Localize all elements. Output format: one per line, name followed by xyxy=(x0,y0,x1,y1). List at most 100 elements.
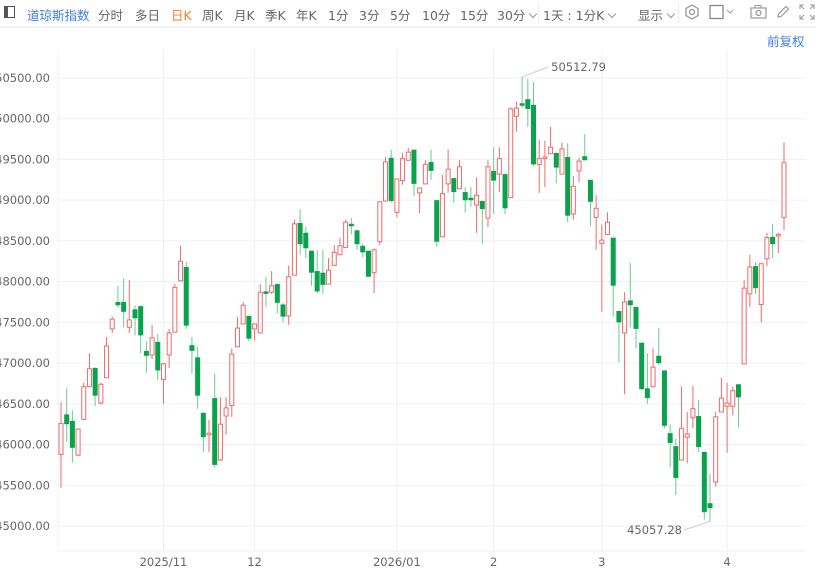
display-dropdown[interactable]: 显示 xyxy=(638,5,676,24)
camera-icon[interactable] xyxy=(750,4,767,20)
candle-body xyxy=(143,350,149,356)
candle-body xyxy=(474,194,480,206)
candle-up xyxy=(650,348,656,388)
candle-body xyxy=(593,207,599,218)
candle-up xyxy=(104,337,110,379)
candle-body xyxy=(297,222,303,245)
index-title[interactable]: 道琼斯指数 xyxy=(27,8,90,23)
candle-body xyxy=(679,427,685,461)
candle-body xyxy=(735,384,741,398)
range-select[interactable]: 1天 : 1分K xyxy=(543,5,617,24)
candle-body xyxy=(360,245,366,253)
candle-down xyxy=(707,473,713,522)
candle-down xyxy=(69,410,75,463)
candle-body xyxy=(565,157,571,216)
tab-period-1min[interactable]: 1分 xyxy=(328,8,349,23)
candle-up xyxy=(536,139,542,193)
candle-body xyxy=(713,416,719,483)
y-tick-label: 49500.00 xyxy=(0,152,50,166)
x-tick-label: 2 xyxy=(490,555,497,569)
candle-up xyxy=(605,212,611,235)
candle-up xyxy=(58,402,64,488)
candle-body xyxy=(542,156,548,160)
candle-up xyxy=(382,157,388,202)
tab-period-daily-k[interactable]: 日K xyxy=(171,8,192,23)
candle-down xyxy=(143,341,149,373)
tab-period-10min[interactable]: 10分 xyxy=(422,8,451,23)
candle-body xyxy=(639,342,645,390)
candle-down xyxy=(753,262,759,294)
tab-period-yearly-k[interactable]: 年K xyxy=(296,8,317,23)
candle-up xyxy=(326,258,332,285)
candle-down xyxy=(627,262,633,328)
candle-up xyxy=(764,232,770,267)
candle-up xyxy=(474,177,480,233)
candle-body xyxy=(582,156,588,161)
adjust-mode-button[interactable]: 前复权 xyxy=(767,34,805,49)
candle-body xyxy=(439,193,445,238)
candle-body xyxy=(656,355,662,364)
tab-period-weekly-k[interactable]: 周K xyxy=(202,8,223,23)
candle-body xyxy=(696,416,702,447)
y-tick-label: 45000.00 xyxy=(0,519,50,533)
candle-up xyxy=(269,271,275,294)
candle-up xyxy=(559,142,565,175)
max-price-label: 50512.79 xyxy=(551,60,606,74)
candle-up xyxy=(690,385,696,429)
tab-period-multiday[interactable]: 多日 xyxy=(135,8,161,23)
pencil-icon[interactable] xyxy=(775,4,791,20)
candle-up xyxy=(439,174,445,238)
candle-body xyxy=(109,318,115,330)
candle-up xyxy=(223,397,229,435)
candle-up xyxy=(730,386,736,416)
candle-down xyxy=(354,229,360,250)
candle-body xyxy=(160,363,166,380)
candle-down xyxy=(644,353,650,404)
candle-up xyxy=(496,147,502,193)
candle-down xyxy=(121,278,127,328)
candle-up xyxy=(758,263,764,323)
candle-up xyxy=(75,428,81,456)
candle-body xyxy=(753,266,759,289)
tab-period-15min[interactable]: 15分 xyxy=(460,8,489,23)
candle-body xyxy=(388,157,394,201)
candle-down xyxy=(320,249,326,294)
y-tick-label: 49000.00 xyxy=(0,193,50,207)
annotations: 50512.79 45057.28 xyxy=(521,60,711,537)
divider xyxy=(538,3,539,23)
candle-down xyxy=(314,249,320,294)
candle-up xyxy=(542,140,548,188)
panel-toggle-icon[interactable] xyxy=(4,6,15,18)
tab-period-quarterly-k[interactable]: 季K xyxy=(265,8,286,23)
candle-body xyxy=(531,104,537,165)
candle-body xyxy=(650,366,656,388)
candle-up xyxy=(405,148,411,161)
y-tick-label: 48000.00 xyxy=(0,275,50,289)
settings-icon[interactable] xyxy=(684,4,700,20)
layout-square-icon[interactable] xyxy=(709,4,739,20)
candle-body xyxy=(98,383,104,404)
candle-up xyxy=(286,265,292,325)
candle-body xyxy=(496,158,502,175)
candle-body xyxy=(308,250,314,273)
tab-period-monthly-k[interactable]: 月K xyxy=(234,8,255,23)
candle-body xyxy=(479,200,485,210)
candle-body xyxy=(775,233,781,237)
tab-period-3min[interactable]: 3分 xyxy=(359,8,380,23)
fullscreen-icon[interactable] xyxy=(799,4,815,20)
candle-up xyxy=(343,219,349,248)
candle-up xyxy=(713,411,719,487)
candle-body xyxy=(422,163,428,185)
min-price-leader xyxy=(683,520,711,531)
tab-period-fenshi[interactable]: 分时 xyxy=(98,8,124,23)
candle-body xyxy=(730,390,736,407)
min-price-label: 45057.28 xyxy=(627,523,682,537)
candle-body xyxy=(724,402,730,407)
candle-down xyxy=(770,223,776,259)
candle-down xyxy=(633,306,639,349)
tab-period-30min-dropdown[interactable]: 30分 xyxy=(497,5,538,24)
candle-body xyxy=(104,345,110,379)
tab-period-5min[interactable]: 5分 xyxy=(390,8,411,23)
candle-body xyxy=(331,251,337,266)
